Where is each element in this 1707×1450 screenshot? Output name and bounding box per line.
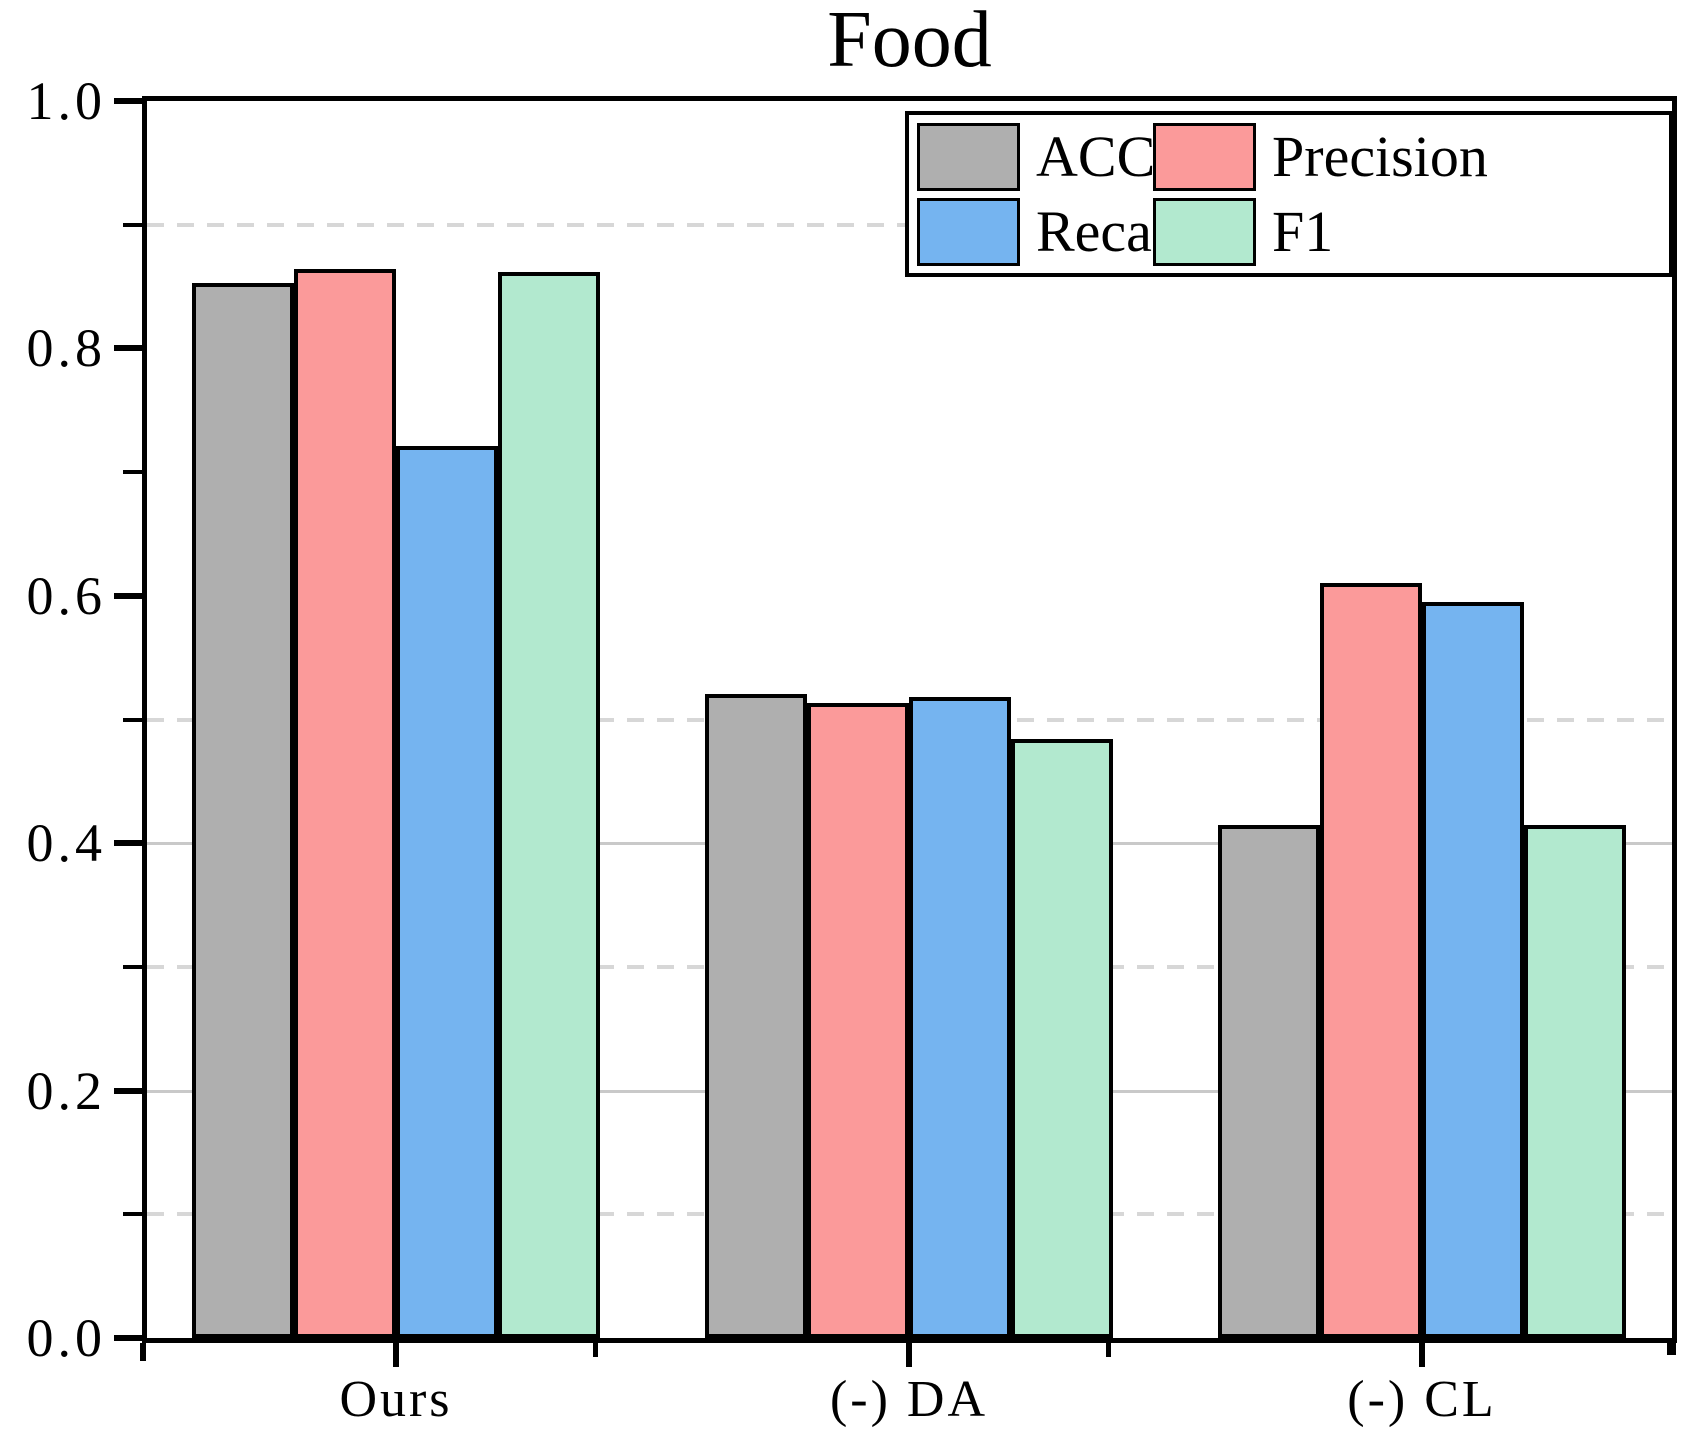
y-axis-tick-label: 0.4 [26, 813, 106, 874]
x-axis-tick-label-da: (-) DA [829, 1371, 989, 1428]
bar-precision-da [807, 703, 909, 1338]
x-axis-minor-tick [593, 1343, 598, 1357]
bar-f1-da [1011, 739, 1113, 1338]
legend-swatch-recall [917, 197, 1020, 266]
bar-acc-cl [1218, 824, 1320, 1338]
bar-recall-cl [1422, 601, 1524, 1338]
legend-item-precision: Precision [1153, 122, 1665, 191]
x-axis-tick-label-cl: (-) CL [1347, 1371, 1497, 1428]
legend-swatch-acc [917, 122, 1020, 191]
y-axis-major-tick [114, 98, 143, 104]
legend-label-f1: F1 [1272, 198, 1334, 264]
y-axis-tick-label: 0.8 [26, 318, 106, 379]
y-axis-tick-label: 0.0 [26, 1308, 106, 1368]
bar-precision-ours [294, 269, 396, 1338]
legend-label-acc: ACC [1036, 123, 1156, 189]
x-axis-major-tick [393, 1343, 399, 1367]
legend: ACC Precision Recall F1 [905, 111, 1673, 277]
y-axis-major-tick [114, 840, 143, 847]
y-axis-tick-label: 0.6 [26, 565, 106, 626]
y-axis-minor-tick [123, 964, 143, 969]
y-axis-minor-tick [123, 717, 143, 722]
x-axis-minor-tick [1106, 1343, 1111, 1357]
y-axis-major-tick [114, 1087, 143, 1094]
legend-item-acc: ACC [917, 122, 1156, 191]
legend-swatch-f1 [1153, 197, 1256, 266]
legend-label-precision: Precision [1272, 123, 1488, 189]
y-axis-minor-tick [123, 1212, 143, 1217]
axis-corner-stub [140, 1343, 146, 1361]
chart-title: Food [827, 0, 992, 84]
legend-swatch-precision [1153, 122, 1256, 191]
plot-area: ACC Precision Recall F1 [142, 96, 1677, 1343]
y-axis-major-tick [114, 1335, 143, 1341]
bar-recall-ours [396, 446, 498, 1338]
bar-precision-cl [1320, 583, 1422, 1338]
x-axis-major-tick [1419, 1343, 1425, 1367]
y-axis-tick-label: 0.2 [26, 1060, 106, 1121]
x-axis-tick-label-ours: Ours [339, 1371, 453, 1428]
y-axis-minor-tick [123, 470, 143, 475]
bar-f1-ours [498, 271, 600, 1338]
bar-acc-da [705, 693, 807, 1338]
legend-item-f1: F1 [1153, 197, 1665, 266]
y-axis-minor-tick [123, 222, 143, 227]
y-axis-tick-label: 1.0 [26, 71, 106, 131]
y-axis-major-tick [114, 345, 143, 352]
bar-recall-da [909, 697, 1011, 1338]
y-axis-major-tick [114, 592, 143, 599]
bar-f1-cl [1524, 824, 1626, 1338]
axis-corner-stub [1667, 1343, 1676, 1355]
bar-acc-ours [192, 282, 294, 1338]
x-axis-major-tick [906, 1343, 912, 1367]
legend-item-recall: Recall [917, 197, 1184, 266]
